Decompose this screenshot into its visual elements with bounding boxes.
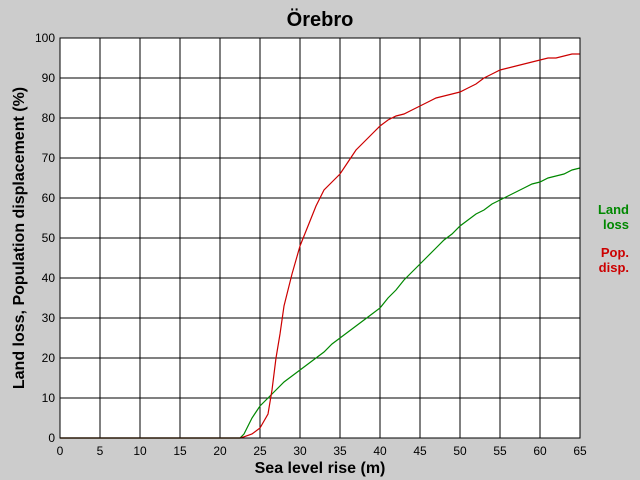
x-tick-label: 60	[533, 444, 547, 458]
y-axis-label: Land loss, Population displacement (%)	[11, 87, 28, 389]
plot-frame	[59, 37, 581, 439]
chart-title: Örebro	[287, 8, 354, 31]
x-tick-label: 55	[493, 444, 507, 458]
y-tick-label: 60	[42, 191, 56, 205]
x-tick-label: 50	[453, 444, 467, 458]
y-tick-label: 80	[42, 111, 56, 125]
y-tick-label: 20	[42, 351, 56, 365]
x-tick-labels: 0 5 10 15 20 25 30 35 40 45 50 55 60 65	[57, 444, 587, 458]
x-tick-label: 30	[293, 444, 307, 458]
y-tick-label: 90	[42, 71, 56, 85]
x-tick-label: 40	[373, 444, 387, 458]
x-tick-label: 25	[253, 444, 267, 458]
x-tick-label: 45	[413, 444, 427, 458]
x-axis-label: Sea level rise (m)	[255, 460, 386, 477]
x-tick-label: 65	[573, 444, 587, 458]
y-tick-label: 30	[42, 311, 56, 325]
x-tick-label: 35	[333, 444, 347, 458]
y-tick-label: 10	[42, 391, 56, 405]
x-tick-label: 10	[133, 444, 147, 458]
x-tick-label: 5	[97, 444, 104, 458]
legend-entry-pop-disp: Pop. disp.	[599, 245, 629, 275]
x-tick-label: 15	[173, 444, 187, 458]
series-layer	[60, 53, 581, 439]
y-tick-label: 50	[42, 231, 56, 245]
x-tick-label: 0	[57, 444, 64, 458]
legend: Land loss Pop. disp.	[598, 202, 629, 275]
x-tick-label: 20	[213, 444, 227, 458]
y-tick-label: 0	[48, 431, 55, 445]
y-tick-label: 100	[35, 31, 55, 45]
y-tick-labels: 0 10 20 30 40 50 60 70 80 90 100	[35, 31, 55, 445]
series-line-pop-disp	[60, 53, 580, 439]
y-tick-label: 70	[42, 151, 56, 165]
y-tick-label: 40	[42, 271, 56, 285]
series-line-land-loss	[60, 167, 581, 439]
legend-entry-land-loss: Land loss	[598, 202, 629, 232]
